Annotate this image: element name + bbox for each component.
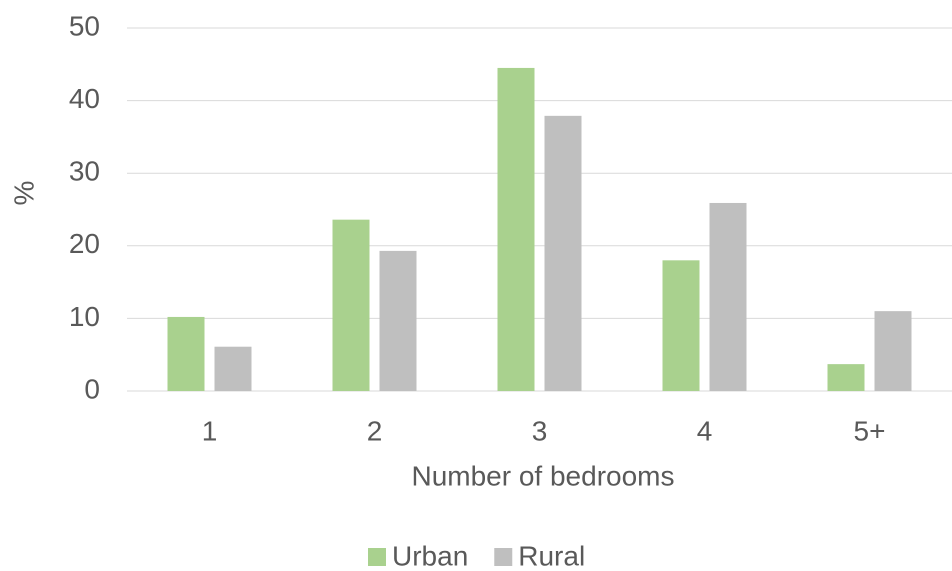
x-tick-label: 3 [532,415,548,446]
bar [214,346,252,391]
y-tick-label: 50 [69,10,100,41]
y-tick-label: 10 [69,301,100,332]
legend-label: Urban [392,540,468,571]
y-tick-label: 0 [84,373,100,404]
x-tick-label: 5+ [854,415,886,446]
y-tick-label: 20 [69,228,100,259]
legend-swatch [494,548,513,566]
x-tick-label: 4 [697,415,713,446]
x-tick-label: 1 [202,415,218,446]
y-axis-label: % [8,181,39,206]
legend-swatch [368,548,386,566]
bar [827,364,865,391]
bar [167,316,205,391]
legend-label: Rural [518,540,585,571]
bar [662,260,700,391]
y-tick-label: 30 [69,156,100,187]
x-tick-label: 2 [367,415,383,446]
bar [379,250,417,391]
x-axis-label: Number of bedrooms [411,460,674,491]
bar [709,202,747,391]
bar [874,311,912,391]
y-tick-label: 40 [69,83,100,114]
bar [497,67,535,392]
bar [544,115,582,391]
bar [332,219,370,391]
